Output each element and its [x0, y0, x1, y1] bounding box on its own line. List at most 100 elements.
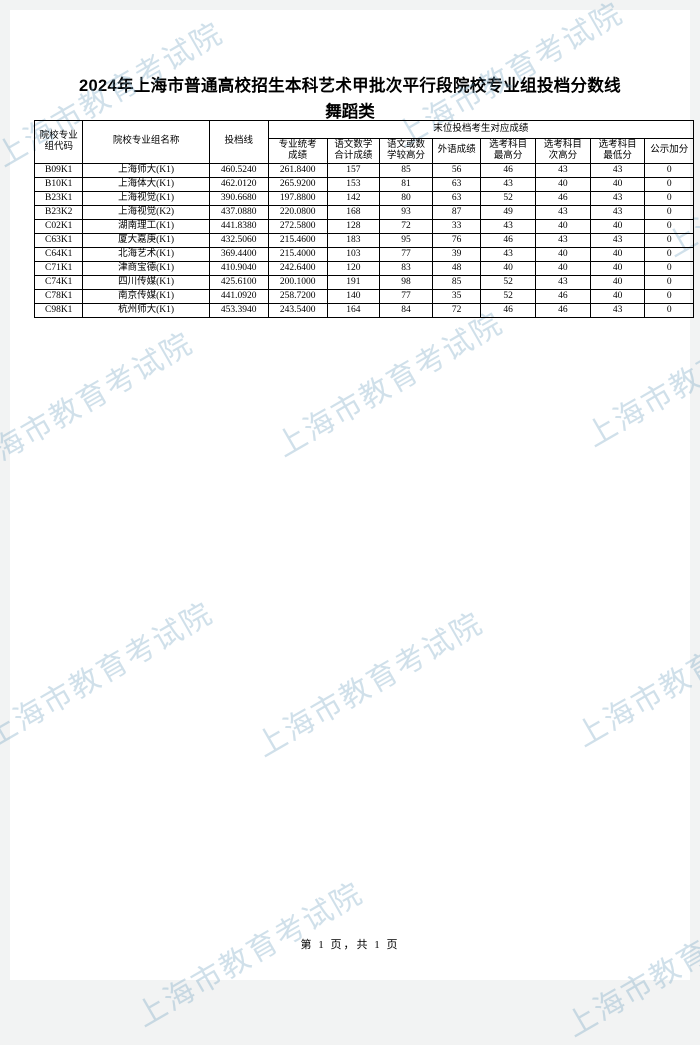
table-cell: 40	[590, 275, 645, 289]
th-wy-text: 外语成绩	[438, 145, 476, 155]
table-cell: 98	[380, 275, 433, 289]
table-cell: 153	[327, 177, 380, 191]
table-cell: 242.6400	[268, 261, 327, 275]
table-cell: B10K1	[35, 177, 83, 191]
table-cell: 220.0800	[268, 205, 327, 219]
table-cell: 0	[645, 163, 694, 177]
title-line2: 舞蹈类	[10, 98, 690, 122]
table-cell: 157	[327, 163, 380, 177]
table-cell: 77	[380, 289, 433, 303]
th-xkmax: 选考科目最高分	[481, 139, 536, 164]
th-zy-text: 专业统考成绩	[279, 140, 317, 161]
table-cell: C64K1	[35, 247, 83, 261]
table-cell: B23K1	[35, 191, 83, 205]
title-block: 2024年上海市普通高校招生本科艺术甲批次平行段院校专业组投档分数线 舞蹈类	[10, 10, 690, 122]
table-cell: 81	[380, 177, 433, 191]
table-cell: 43	[590, 191, 645, 205]
table-cell: 84	[380, 303, 433, 317]
table-cell: 168	[327, 205, 380, 219]
table-cell: 津商宝德(K1)	[83, 261, 209, 275]
th-lastgroup: 末位投档考生对应成绩	[268, 121, 693, 139]
table-cell: 72	[380, 219, 433, 233]
table-cell: 76	[432, 233, 480, 247]
table-cell: 40	[536, 247, 591, 261]
table-cell: 43	[481, 219, 536, 233]
table-cell: 40	[481, 261, 536, 275]
table-cell: 40	[590, 177, 645, 191]
table-cell: 上海体大(K1)	[83, 177, 209, 191]
page-footer: 第 1 页，共 1 页	[10, 936, 690, 952]
table-cell: 北海艺术(K1)	[83, 247, 209, 261]
table-cell: 77	[380, 247, 433, 261]
table-row: C63K1厦大嘉庚(K1)432.5060215.460018395764643…	[35, 233, 694, 247]
table-cell: 0	[645, 177, 694, 191]
table-cell: 39	[432, 247, 480, 261]
table-cell: 93	[380, 205, 433, 219]
table-cell: 0	[645, 233, 694, 247]
th-ywsx: 语文数学合计成绩	[327, 139, 380, 164]
th-xkmin-text: 选考科目最低分	[599, 140, 637, 161]
table-wrapper: 院校专业组代码 院校专业组名称 投档线 末位投档考生对应成绩 专业统考成绩 语文…	[34, 120, 694, 318]
table-cell: 43	[536, 233, 591, 247]
watermark: 上海市教育考试院	[246, 599, 490, 765]
page: 上海市教育考试院上海市教育考试院上海市教育考试院上海市教育考试院上海市教育考试院…	[10, 10, 690, 980]
table-cell: 湖南理工(K1)	[83, 219, 209, 233]
table-cell: 40	[590, 247, 645, 261]
table-cell: 40	[536, 219, 591, 233]
table-cell: 0	[645, 219, 694, 233]
table-cell: 上海视觉(K1)	[83, 191, 209, 205]
th-name-text: 院校专业组名称	[113, 136, 180, 146]
table-cell: 46	[481, 303, 536, 317]
table-cell: 0	[645, 261, 694, 275]
table-cell: C02K1	[35, 219, 83, 233]
table-cell: 258.7200	[268, 289, 327, 303]
table-cell: 432.5060	[209, 233, 268, 247]
table-cell: 83	[380, 261, 433, 275]
table-cell: 215.4000	[268, 247, 327, 261]
table-cell: 0	[645, 247, 694, 261]
watermark: 上海市教育考试院	[0, 589, 220, 755]
table-cell: 410.9040	[209, 261, 268, 275]
table-cell: 40	[536, 177, 591, 191]
table-cell: 43	[590, 205, 645, 219]
th-xkmax-text: 选考科目最高分	[489, 140, 527, 161]
watermark: 上海市教育考试院	[0, 319, 200, 485]
table-head: 院校专业组代码 院校专业组名称 投档线 末位投档考生对应成绩 专业统考成绩 语文…	[35, 121, 694, 164]
table-cell: 200.1000	[268, 275, 327, 289]
table-cell: 63	[432, 177, 480, 191]
table-cell: 56	[432, 163, 480, 177]
table-cell: 46	[536, 191, 591, 205]
table-cell: 43	[536, 205, 591, 219]
table-cell: 437.0880	[209, 205, 268, 219]
table-cell: 128	[327, 219, 380, 233]
table-cell: 49	[481, 205, 536, 219]
table-cell: 261.8400	[268, 163, 327, 177]
th-bonus-text: 公示加分	[650, 145, 688, 155]
table-cell: 441.8380	[209, 219, 268, 233]
table-cell: 197.8800	[268, 191, 327, 205]
table-cell: 40	[536, 261, 591, 275]
table-row: C74K1四川传媒(K1)425.6100200.100019198855243…	[35, 275, 694, 289]
table-cell: C98K1	[35, 303, 83, 317]
table-cell: 87	[432, 205, 480, 219]
th-line: 投档线	[209, 121, 268, 164]
table-cell: 上海师大(K1)	[83, 163, 209, 177]
table-cell: 46	[481, 163, 536, 177]
table-cell: C78K1	[35, 289, 83, 303]
table-cell: 46	[481, 233, 536, 247]
table-cell: C63K1	[35, 233, 83, 247]
th-ywhs-text: 语文或数学较高分	[387, 140, 425, 161]
th-zy: 专业统考成绩	[268, 139, 327, 164]
table-row: B23K2上海视觉(K2)437.0880220.080016893874943…	[35, 205, 694, 219]
table-cell: 441.0920	[209, 289, 268, 303]
table-cell: 0	[645, 289, 694, 303]
table-cell: 164	[327, 303, 380, 317]
table-cell: 43	[481, 177, 536, 191]
table-cell: 杭州师大(K1)	[83, 303, 209, 317]
table-cell: B09K1	[35, 163, 83, 177]
table-cell: 43	[590, 233, 645, 247]
th-line-text: 投档线	[224, 136, 253, 146]
table-cell: 0	[645, 303, 694, 317]
table-cell: 140	[327, 289, 380, 303]
table-cell: 80	[380, 191, 433, 205]
